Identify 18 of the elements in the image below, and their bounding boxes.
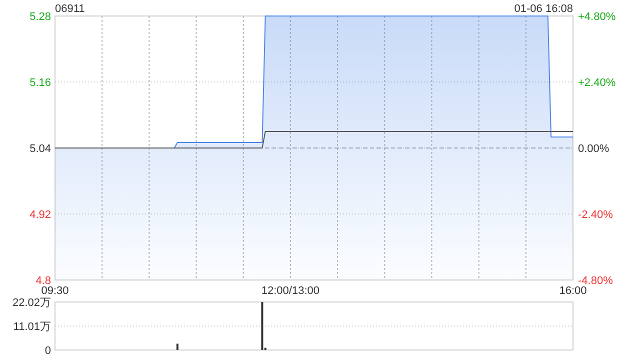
y-tick-label: 22.02万	[12, 297, 51, 309]
y2-tick-label: 0.00%	[578, 143, 610, 155]
x-tick-label: 12:00/13:00	[261, 285, 320, 297]
x-tick-label: 16:00	[559, 285, 587, 297]
y2-tick-label: -4.80%	[578, 275, 614, 287]
y2-tick-label: -2.40%	[578, 209, 614, 221]
y-tick-label: 4.8	[36, 275, 51, 287]
x-tick-label: 09:30	[41, 285, 69, 297]
y-tick-label: 5.28	[30, 11, 51, 23]
y2-tick-label: +4.80%	[578, 11, 616, 23]
y-tick-label: 5.16	[30, 77, 51, 89]
y2-tick-label: +2.40%	[578, 77, 616, 89]
y-tick-label: 0	[44, 345, 51, 357]
y-tick-label: 4.92	[30, 209, 51, 221]
y-tick-label: 5.04	[30, 143, 51, 155]
text: 01-06 16:08	[514, 3, 573, 15]
y-tick-label: 11.01万	[13, 321, 51, 333]
chart-title: 06911	[55, 3, 85, 15]
